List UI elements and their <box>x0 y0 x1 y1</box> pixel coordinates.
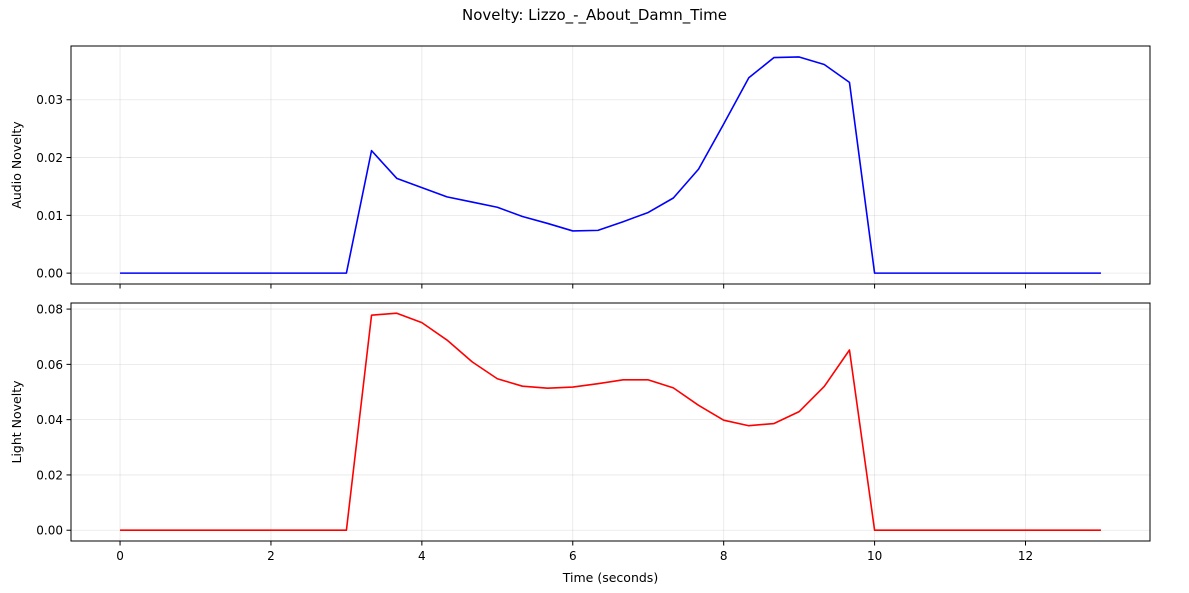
x-axis-label: Time (seconds) <box>562 570 658 585</box>
y-tick-label: 0.02 <box>36 468 63 482</box>
x-tick-label: 12 <box>1018 549 1033 563</box>
y-tick-label: 0.03 <box>36 93 63 107</box>
x-tick-label: 8 <box>720 549 728 563</box>
y-axis-label: Light Novelty <box>9 380 24 464</box>
axes-frame <box>70 302 1151 542</box>
y-tick-label: 0.04 <box>36 413 63 427</box>
y-axis-label: Audio Novelty <box>9 121 24 209</box>
x-tick-label: 4 <box>418 549 426 563</box>
series-line-2 <box>120 312 1101 532</box>
subplot-2: 0 2 4 6 8 10 12 0.00 0.02 0.04 0.06 0.08 Light Novel… <box>9 302 1151 585</box>
y-tick-label: 0.00 <box>36 267 63 281</box>
y-tick-label: 0.00 <box>36 524 63 538</box>
x-tick-label: 10 <box>867 549 882 563</box>
y-tick-label: 0.06 <box>36 358 63 372</box>
y-tick-label: 0.01 <box>36 209 63 223</box>
x-tick-label: 0 <box>116 549 124 563</box>
y-tick-label: 0.08 <box>36 303 63 317</box>
y-tick-label: 0.02 <box>36 151 63 165</box>
x-tick-label: 6 <box>569 549 577 563</box>
series-line-1 <box>120 56 1101 274</box>
subplot-1: 0.00 0.01 0.02 0.03 Audio Novelty <box>9 45 1151 289</box>
x-tick-label: 2 <box>267 549 275 563</box>
figure-title: Novelty: Lizzo_-_About_Damn_Time <box>462 6 727 24</box>
axes-frame <box>70 45 1151 285</box>
